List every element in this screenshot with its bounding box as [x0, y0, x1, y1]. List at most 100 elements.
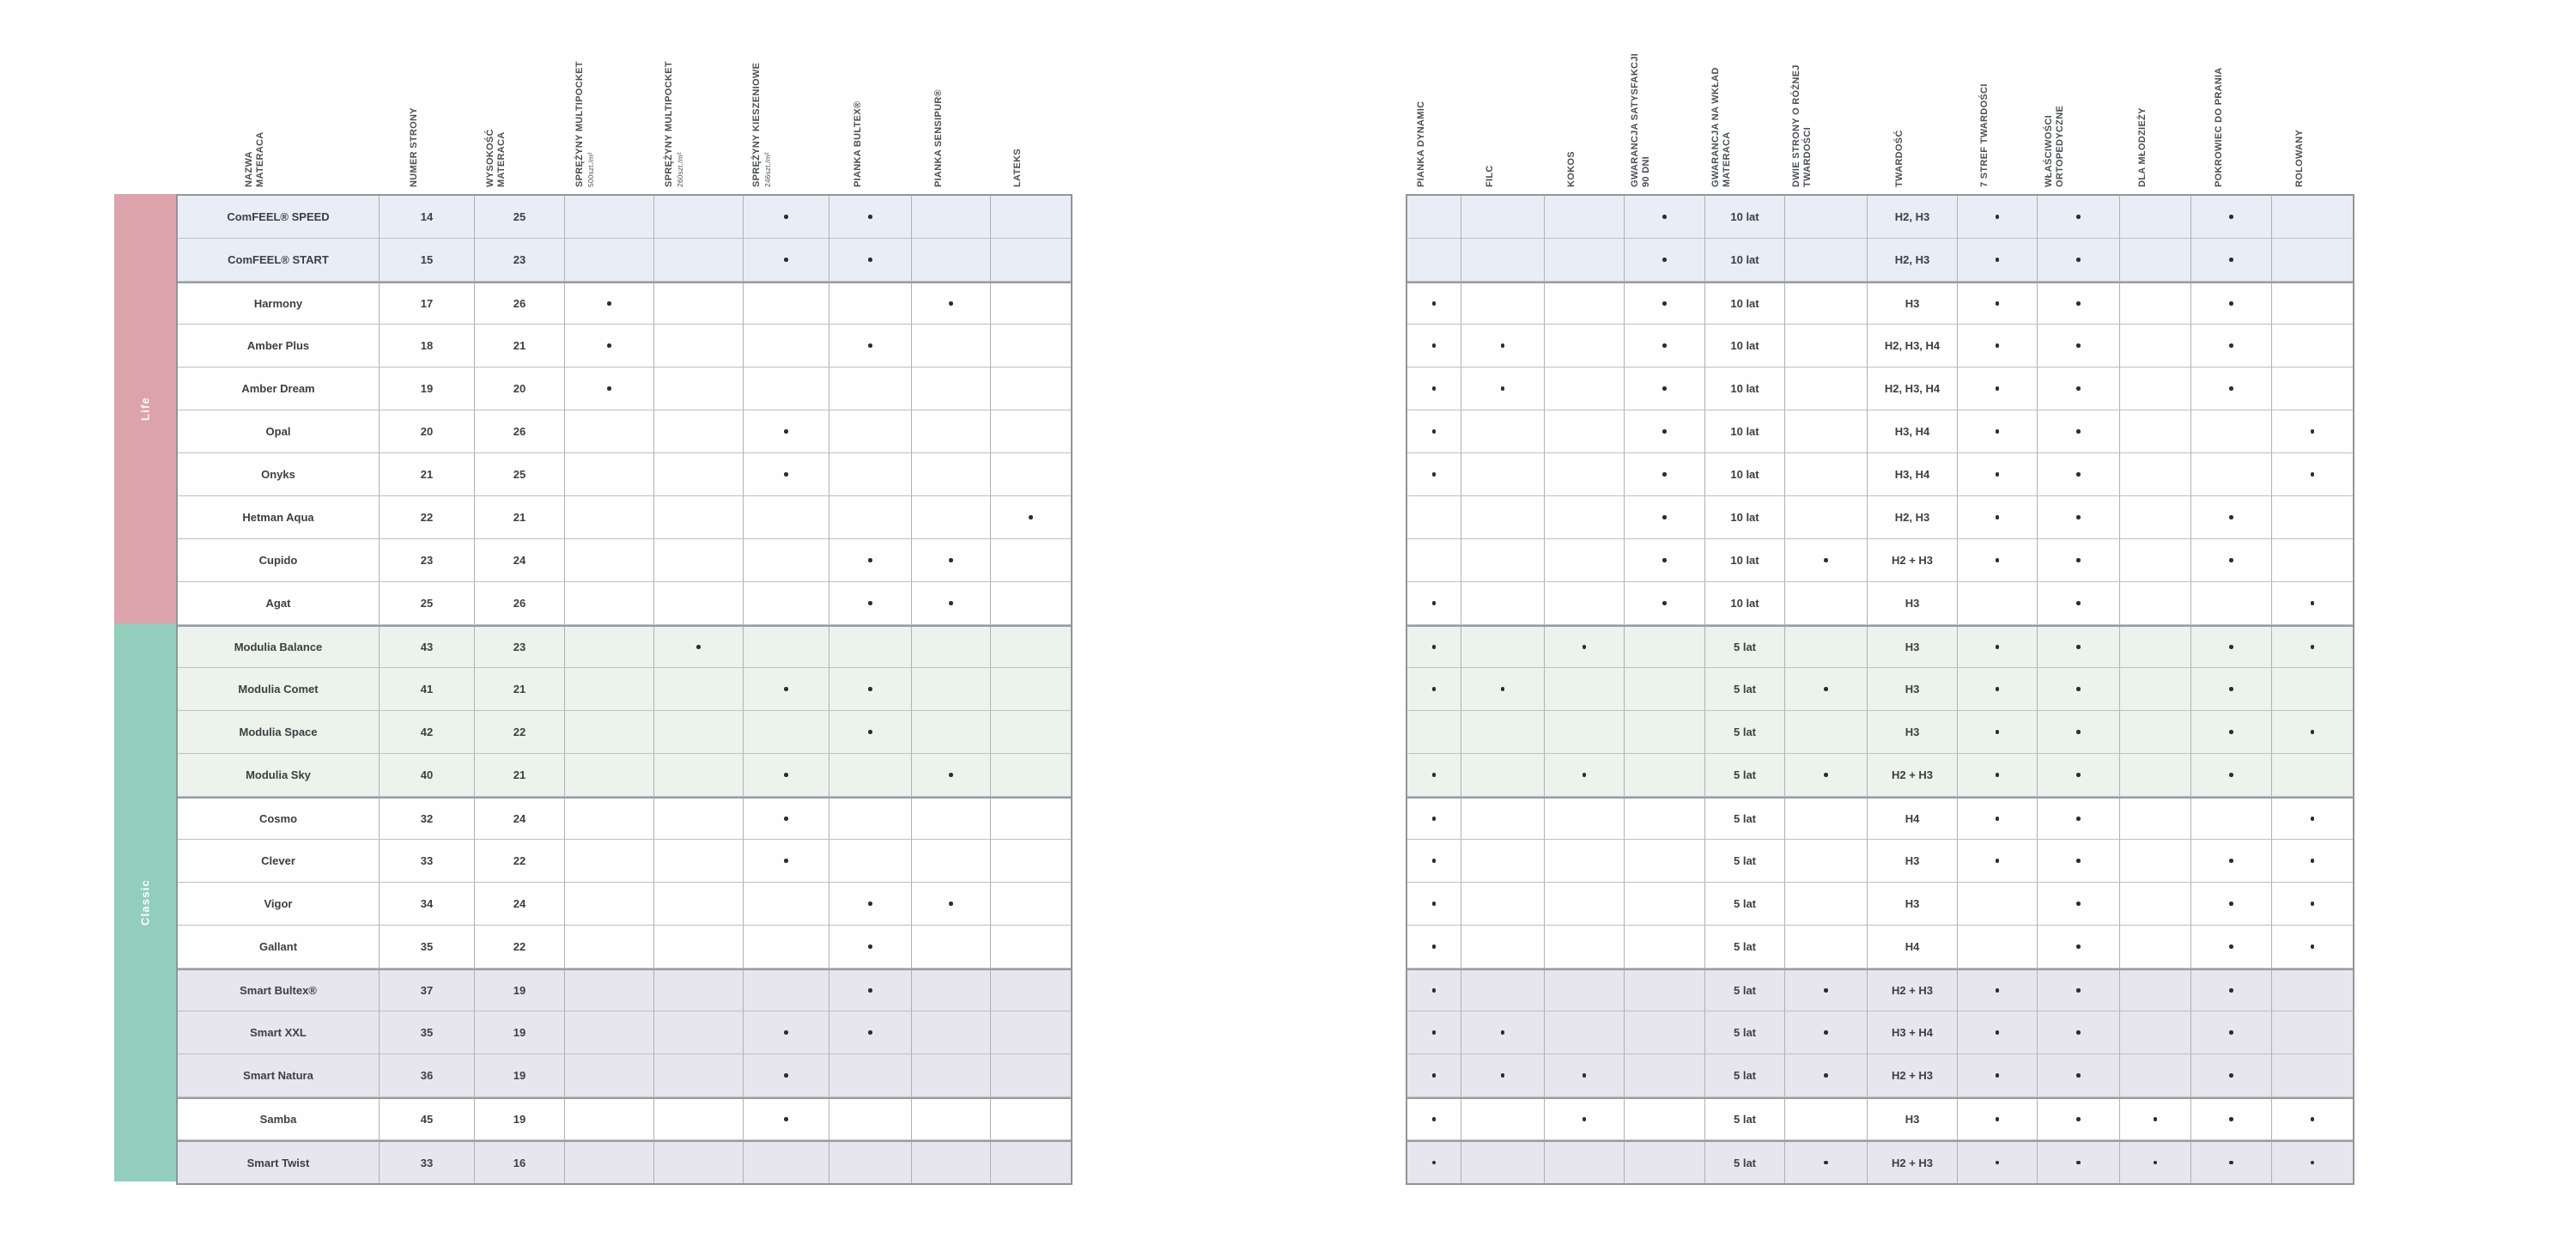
cell-wysokosc-materaca: 24 [475, 799, 565, 840]
cell-sprezyny-multipocket-260 [654, 367, 744, 410]
feature-dot [784, 859, 788, 863]
cell-gwarancja-na-wklad: 5 lat [1705, 668, 1785, 711]
cell-wysokosc-materaca: 21 [475, 496, 565, 539]
cell-twardosc: H2 + H3 [1868, 970, 1958, 1011]
cell-sprezyny-kieszeniowe-246 [744, 840, 829, 883]
cell-pianka-sensipur [912, 754, 991, 797]
cell-lateks [991, 883, 1071, 926]
cell-gwarancja-satysfakcji [1625, 627, 1705, 668]
column-header-label: NAZWA MATERACA [243, 131, 265, 187]
cell-twardosc: H3 [1868, 1099, 1958, 1140]
cell-dla-mlodziezy [2120, 1054, 2191, 1097]
cell-gwarancja-satysfakcji [1625, 668, 1705, 711]
column-header-label: FILC [1485, 165, 1495, 187]
cell-pianka-dynamic [1407, 926, 1461, 969]
cell-kokos [1545, 239, 1625, 282]
left-table-row-22: Samba 45 19 [178, 1097, 1071, 1140]
cell-numer-strony: 34 [380, 883, 475, 926]
column-header-label: GWARANCJA SATYSFAKCJI 90 DNI [1630, 52, 1651, 187]
column-header-label: SPRĘŻYNY MULTIPOCKET 260szt./m² [664, 61, 684, 187]
feature-dot [2310, 429, 2315, 434]
cell-pianka-dynamic [1407, 196, 1461, 239]
cell-filc [1461, 1142, 1545, 1183]
right-table-row-13: 5 lat H3 [1407, 711, 2353, 754]
feature-dot [1995, 773, 2000, 777]
cell-gwarancja-satysfakcji [1625, 539, 1705, 582]
cell-nazwa-materaca: ComFEEL® SPEED [178, 196, 380, 239]
cell-wysokosc-materaca: 21 [475, 754, 565, 797]
cell-wlasciwosci-ortopedyczne [2038, 711, 2120, 754]
cell-rolowany [2272, 970, 2353, 1011]
cell-sprezyny-multipocket-500 [565, 283, 654, 325]
cell-gwarancja-satysfakcji [1625, 754, 1705, 797]
cell-sprezyny-multipocket-500 [565, 840, 654, 883]
cell-gwarancja-satysfakcji [1625, 1142, 1705, 1183]
cell-numer-strony: 17 [380, 283, 475, 325]
cell-sprezyny-multipocket-500 [565, 539, 654, 582]
cell-pianka-bultex [829, 539, 912, 582]
cell-pianka-bultex [829, 970, 912, 1011]
cell-sprezyny-kieszeniowe-246 [744, 1054, 829, 1097]
cell-wysokosc-materaca: 22 [475, 926, 565, 969]
cell-gwarancja-satysfakcji [1625, 970, 1705, 1011]
cell-nazwa-materaca: Opal [178, 410, 380, 453]
cell-pianka-sensipur [912, 1099, 991, 1140]
cell-pianka-sensipur [912, 496, 991, 539]
cell-numer-strony: 21 [380, 453, 475, 496]
feature-dot [1431, 902, 1437, 906]
cell-lateks [991, 453, 1071, 496]
cell-7-stref-twardosci [1958, 754, 2038, 797]
cell-gwarancja-satysfakcji [1625, 1054, 1705, 1097]
feature-dot [2229, 215, 2233, 219]
cell-pokrowiec-do-prania [2191, 496, 2272, 539]
cell-numer-strony: 25 [380, 582, 475, 625]
feature-dot [1582, 773, 1587, 777]
cell-gwarancja-satysfakcji [1625, 883, 1705, 926]
cell-numer-strony: 33 [380, 1142, 475, 1183]
cell-lateks [991, 539, 1071, 582]
cell-pianka-sensipur [912, 1011, 991, 1054]
right-table-row-22: 5 lat H3 [1407, 1097, 2353, 1140]
column-header-label: WYSOKOŚĆ MATERACA [484, 129, 507, 187]
cell-sprezyny-multipocket-500 [565, 711, 654, 754]
feature-dot [1582, 645, 1587, 649]
cell-rolowany [2272, 799, 2353, 840]
feature-dot [2076, 301, 2081, 306]
cell-pianka-bultex [829, 496, 912, 539]
feature-dot [2229, 258, 2233, 262]
cell-7-stref-twardosci [1958, 1142, 2038, 1183]
feature-dot [1995, 1030, 2000, 1035]
right-table-row-15: 5 lat H4 [1407, 797, 2353, 840]
feature-dot [2229, 988, 2233, 993]
column-header-label: NUMER STRONY [409, 107, 419, 187]
cell-twardosc: H4 [1868, 799, 1958, 840]
cell-wysokosc-materaca: 19 [475, 1054, 565, 1097]
cell-sprezyny-multipocket-260 [654, 239, 744, 282]
feature-dot [607, 386, 611, 391]
cell-sprezyny-multipocket-260 [654, 970, 744, 1011]
cell-wysokosc-materaca: 21 [475, 668, 565, 711]
cell-sprezyny-multipocket-260 [654, 799, 744, 840]
cell-wysokosc-materaca: 20 [475, 367, 565, 410]
feature-dot [2229, 730, 2233, 734]
cell-7-stref-twardosci [1958, 453, 2038, 496]
cell-lateks [991, 970, 1071, 1011]
cell-wlasciwosci-ortopedyczne [2038, 840, 2120, 883]
cell-pianka-bultex [829, 410, 912, 453]
feature-dot [2310, 902, 2315, 906]
cell-pianka-bultex [829, 453, 912, 496]
feature-dot [2229, 1160, 2233, 1165]
cell-sprezyny-multipocket-500 [565, 926, 654, 969]
cell-sprezyny-multipocket-500 [565, 1054, 654, 1097]
left-table-row-19: Smart Bultex® 37 19 [178, 969, 1071, 1011]
cell-gwarancja-na-wklad: 10 lat [1705, 496, 1785, 539]
feature-dot [1995, 1117, 2000, 1121]
cell-wlasciwosci-ortopedyczne [2038, 1142, 2120, 1183]
cell-gwarancja-na-wklad: 10 lat [1705, 283, 1785, 325]
cell-twardosc: H3 [1868, 582, 1958, 625]
cell-dla-mlodziezy [2120, 883, 2191, 926]
feature-dot [2229, 1030, 2233, 1035]
right-table-row-12: 5 lat H3 [1407, 668, 2353, 711]
cell-gwarancja-satysfakcji [1625, 283, 1705, 325]
cell-twardosc: H3 [1868, 668, 1958, 711]
